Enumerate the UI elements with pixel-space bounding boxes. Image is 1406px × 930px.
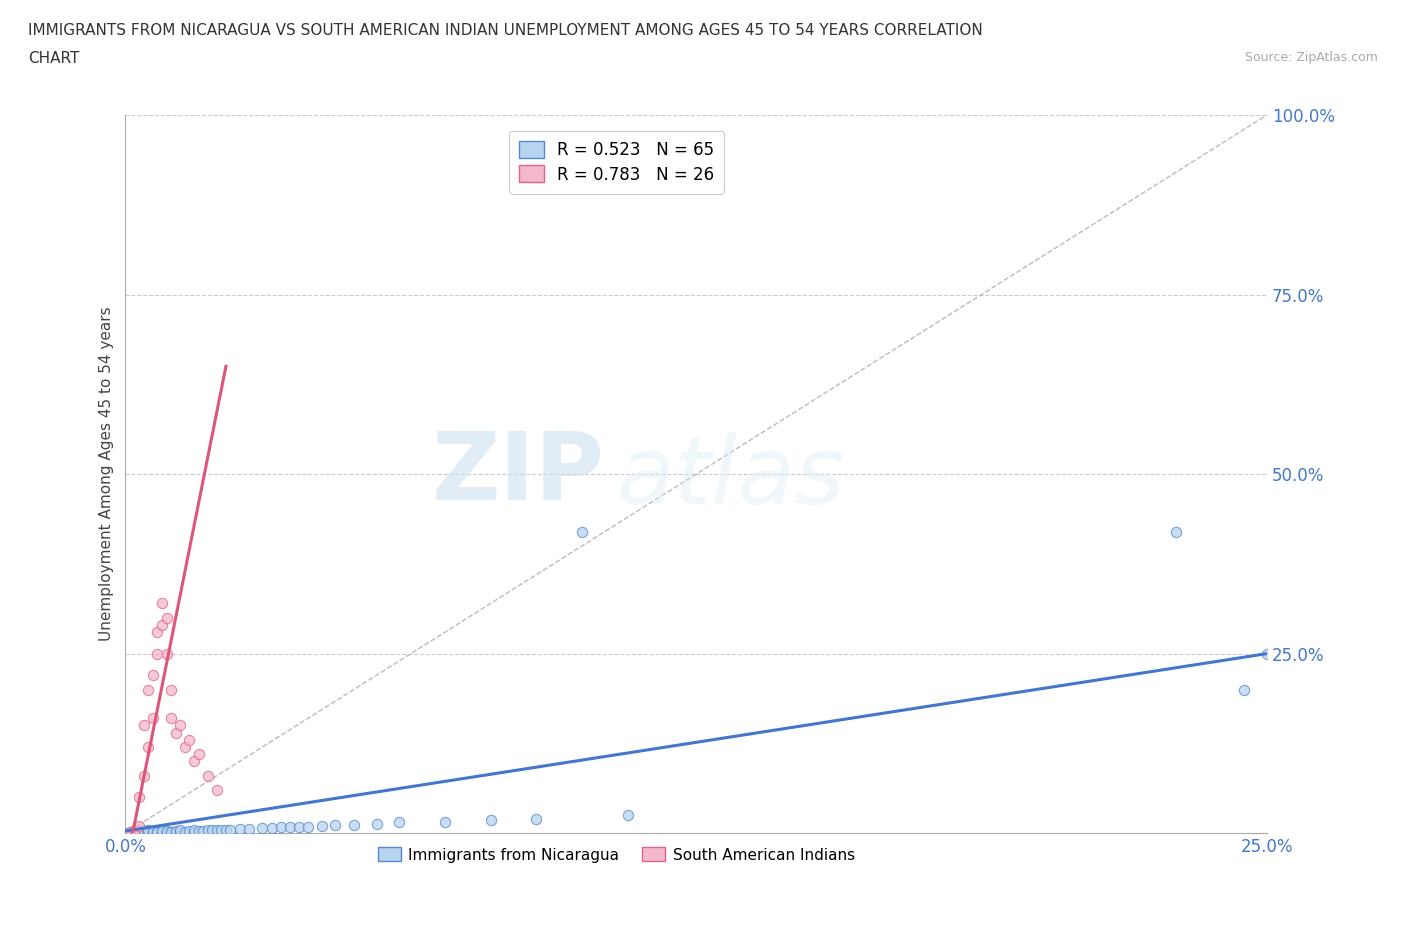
Point	[160, 711, 183, 725]
Point	[179, 824, 201, 839]
Point	[136, 682, 159, 697]
Point	[205, 823, 228, 838]
Point	[128, 818, 150, 833]
Point	[191, 824, 214, 839]
Point	[132, 718, 155, 733]
Point	[1233, 682, 1256, 697]
Point	[278, 820, 301, 835]
Text: CHART: CHART	[28, 51, 80, 66]
Point	[136, 824, 159, 839]
Point	[136, 823, 159, 838]
Point	[128, 824, 150, 839]
Point	[366, 817, 388, 831]
Point	[155, 824, 177, 839]
Point	[183, 822, 205, 837]
Point	[183, 754, 205, 769]
Point	[201, 823, 224, 838]
Point	[311, 818, 333, 833]
Text: IMMIGRANTS FROM NICARAGUA VS SOUTH AMERICAN INDIAN UNEMPLOYMENT AMONG AGES 45 TO: IMMIGRANTS FROM NICARAGUA VS SOUTH AMERI…	[28, 23, 983, 38]
Point	[146, 625, 169, 640]
Y-axis label: Unemployment Among Ages 45 to 54 years: Unemployment Among Ages 45 to 54 years	[100, 307, 114, 642]
Point	[146, 826, 169, 841]
Point	[187, 824, 209, 839]
Text: ZIP: ZIP	[432, 428, 605, 520]
Point	[183, 824, 205, 839]
Point	[155, 825, 177, 840]
Point	[124, 823, 146, 838]
Point	[169, 824, 191, 839]
Point	[297, 819, 319, 834]
Point	[434, 815, 457, 830]
Point	[1256, 646, 1278, 661]
Point	[118, 824, 141, 839]
Point	[142, 825, 165, 840]
Point	[128, 825, 150, 840]
Point	[150, 825, 173, 840]
Point	[187, 747, 209, 762]
Point	[142, 668, 165, 683]
Point	[124, 824, 146, 839]
Point	[228, 821, 250, 836]
Point	[155, 610, 177, 625]
Point	[155, 646, 177, 661]
Point	[128, 790, 150, 804]
Point	[1164, 525, 1187, 539]
Point	[388, 815, 411, 830]
Point	[173, 824, 195, 839]
Point	[132, 825, 155, 840]
Point	[524, 811, 547, 826]
Text: Source: ZipAtlas.com: Source: ZipAtlas.com	[1244, 51, 1378, 64]
Point	[197, 823, 219, 838]
Point	[128, 826, 150, 841]
Point	[209, 822, 232, 837]
Point	[150, 824, 173, 839]
Point	[146, 646, 169, 661]
Point	[150, 618, 173, 632]
Point	[260, 820, 283, 835]
Point	[479, 813, 502, 828]
Point	[142, 711, 165, 725]
Point	[150, 596, 173, 611]
Point	[146, 825, 169, 840]
Point	[205, 783, 228, 798]
Point	[252, 820, 274, 835]
Point	[288, 819, 311, 834]
Point	[270, 820, 292, 835]
Point	[124, 826, 146, 841]
Point	[142, 824, 165, 839]
Point	[169, 718, 191, 733]
Point	[142, 826, 165, 841]
Point	[136, 826, 159, 841]
Point	[238, 821, 260, 836]
Text: atlas: atlas	[616, 432, 845, 524]
Point	[165, 825, 187, 840]
Point	[118, 824, 141, 839]
Point	[160, 824, 183, 839]
Point	[325, 817, 347, 832]
Point	[219, 822, 242, 837]
Point	[132, 826, 155, 841]
Point	[118, 826, 141, 841]
Point	[616, 808, 638, 823]
Point	[128, 823, 150, 838]
Point	[136, 825, 159, 840]
Legend: Immigrants from Nicaragua, South American Indians: Immigrants from Nicaragua, South America…	[371, 842, 860, 869]
Point	[169, 823, 191, 838]
Point	[160, 825, 183, 840]
Point	[132, 768, 155, 783]
Point	[165, 725, 187, 740]
Point	[197, 768, 219, 783]
Point	[343, 817, 366, 832]
Point	[179, 732, 201, 747]
Point	[132, 824, 155, 839]
Point	[215, 822, 238, 837]
Point	[165, 824, 187, 839]
Point	[124, 825, 146, 840]
Point	[173, 739, 195, 754]
Point	[146, 824, 169, 839]
Point	[160, 682, 183, 697]
Point	[136, 739, 159, 754]
Point	[571, 525, 593, 539]
